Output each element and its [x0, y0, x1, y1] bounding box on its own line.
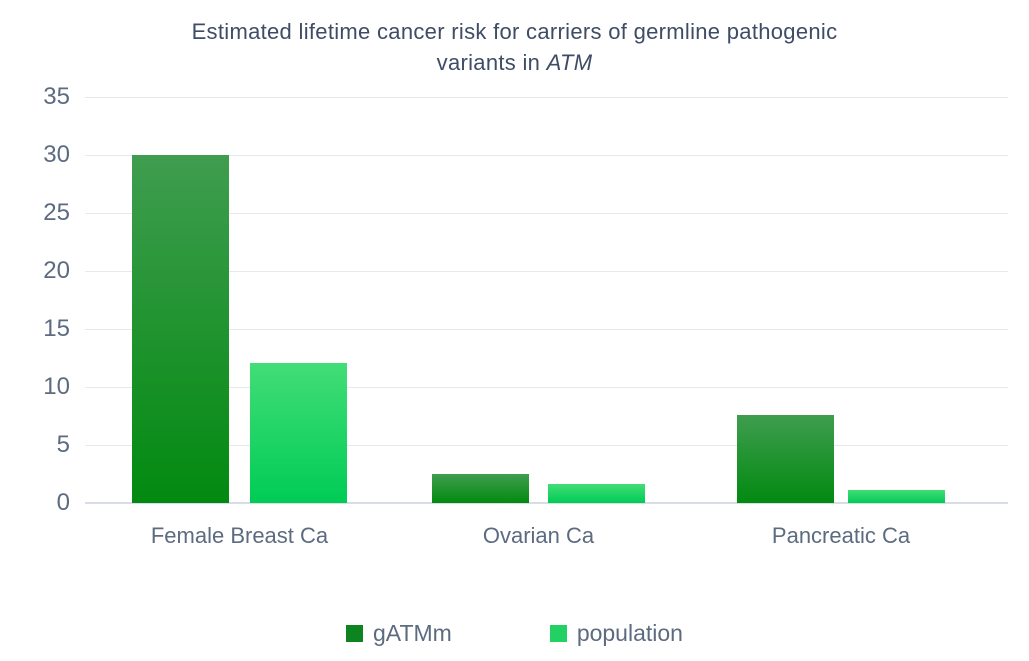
bar-gatmm-female-breast-ca	[132, 155, 229, 503]
y-tick-label: 15	[43, 315, 70, 342]
y-tick-label: 25	[43, 199, 70, 226]
x-category-label: Ovarian Ca	[482, 523, 595, 548]
chart-title-line1: Estimated lifetime cancer risk for carri…	[191, 19, 838, 44]
legend-swatch-icon	[549, 625, 567, 642]
gridline	[85, 445, 1008, 446]
gene-name: ATM	[546, 50, 593, 75]
legend-item-gatmm: gATMm	[346, 620, 452, 647]
gridline	[85, 155, 1008, 156]
gridline	[85, 213, 1008, 214]
gridline	[85, 387, 1008, 388]
y-tick-label: 20	[43, 257, 70, 284]
bar-population-ovarian-ca	[548, 484, 645, 503]
legend: gATMm population	[0, 620, 1029, 647]
legend-swatch-icon	[346, 625, 364, 642]
y-tick-label: 5	[56, 431, 70, 458]
legend-label: population	[576, 620, 683, 646]
bar-population-female-breast-ca	[250, 362, 347, 503]
chart-title-line2: variants in ATM	[0, 47, 1029, 78]
y-tick-label: 30	[43, 141, 70, 168]
legend-item-population: population	[549, 620, 683, 647]
bar-gatmm-ovarian-ca	[432, 474, 529, 503]
x-category-label: Female Breast Ca	[150, 523, 329, 548]
gridline	[85, 329, 1008, 330]
gridline	[85, 97, 1008, 98]
legend-label: gATMm	[373, 620, 452, 646]
gridline	[85, 271, 1008, 272]
y-tick-label: 0	[56, 489, 70, 516]
x-axis-line	[85, 502, 1008, 504]
x-category-label: Pancreatic Ca	[771, 523, 911, 548]
bar-gatmm-pancreatic-ca	[737, 414, 834, 503]
y-tick-label: 10	[43, 373, 70, 400]
chart-title: Estimated lifetime cancer risk for carri…	[0, 16, 1029, 78]
y-tick-label: 35	[43, 83, 70, 110]
bar-population-pancreatic-ca	[848, 490, 945, 503]
chart-title-line2-text: variants in	[436, 50, 547, 75]
